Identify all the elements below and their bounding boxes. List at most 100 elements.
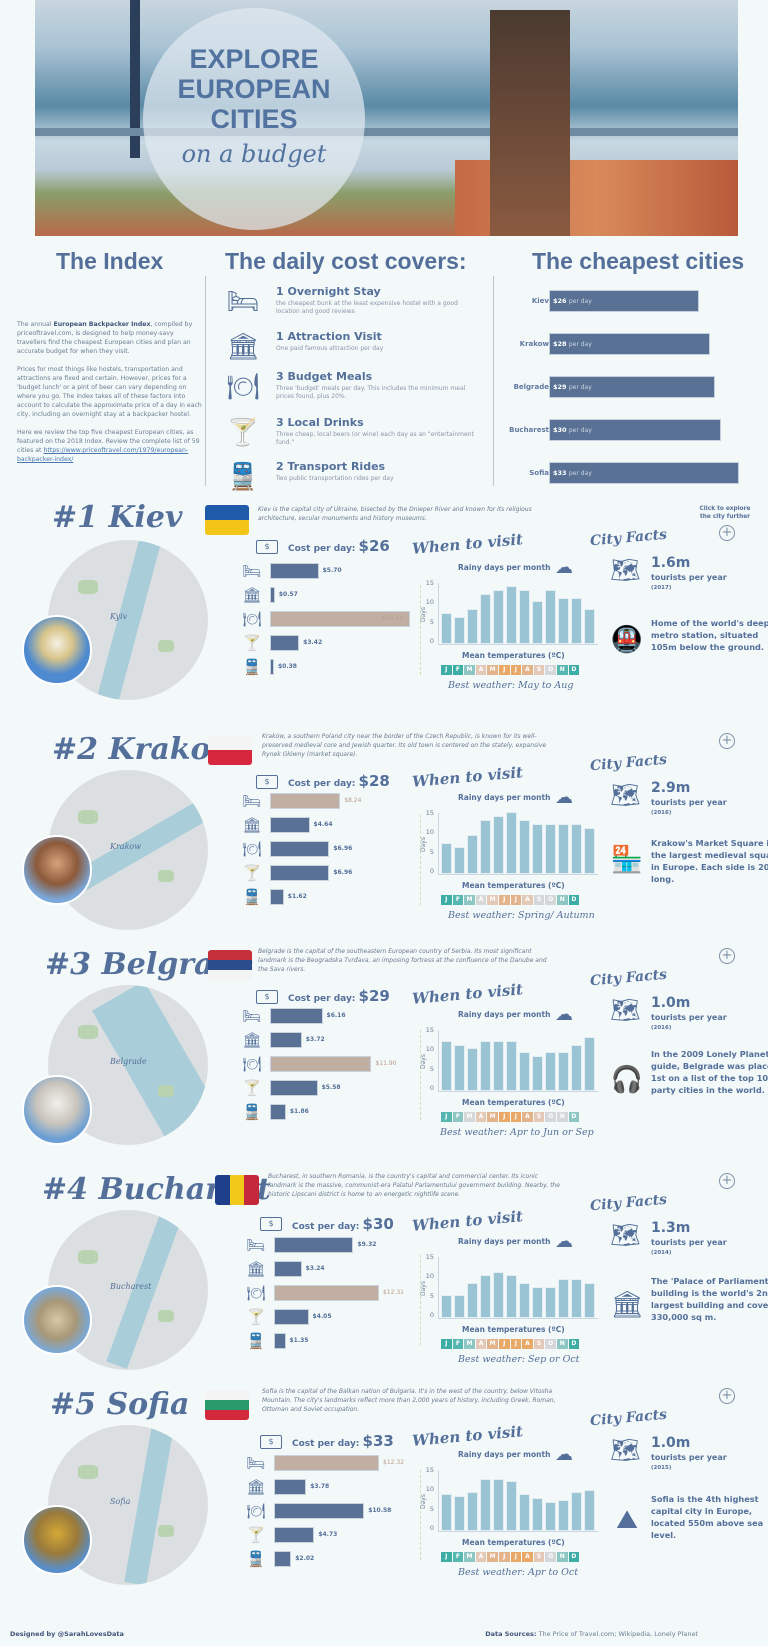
rain-bar[interactable] (480, 1275, 491, 1318)
rain-bar[interactable] (519, 819, 530, 874)
rain-bar[interactable] (571, 597, 582, 644)
cost-bar-row[interactable]: 🍽 $16.42 (242, 610, 462, 628)
rain-bar[interactable] (545, 1501, 556, 1531)
rain-bar[interactable] (467, 1492, 478, 1531)
cheapest-row-belgrade[interactable]: Belgrade $29 per day (490, 376, 750, 400)
rain-bar[interactable] (532, 1498, 543, 1531)
rain-bar[interactable] (480, 819, 491, 874)
cost-bar-row[interactable]: 🍽 $12.31 (246, 1284, 466, 1302)
cost-bar-row[interactable]: 🏛 $0.57 (242, 586, 462, 604)
cost-bar-row[interactable]: 🛏 $6.16 (242, 1007, 462, 1025)
rain-bar[interactable] (493, 815, 504, 874)
rain-bar[interactable] (558, 597, 569, 644)
rain-bar[interactable] (441, 843, 452, 874)
cost-bar-row[interactable]: 🍸 $4.05 (246, 1308, 466, 1326)
rain-bar[interactable] (532, 1056, 543, 1091)
per-day-label: per day (568, 384, 592, 391)
rain-bar[interactable] (493, 1040, 504, 1091)
cost-bar-row[interactable]: 🛏 $5.70 (242, 562, 462, 580)
rain-bar[interactable] (584, 827, 595, 874)
cost-bar-row[interactable]: 🏛 $3.72 (242, 1031, 462, 1049)
rain-bar[interactable] (467, 1048, 478, 1091)
rain-bar[interactable] (480, 1040, 491, 1091)
rain-bar[interactable] (454, 616, 465, 644)
rain-bar[interactable] (519, 1283, 530, 1318)
cost-bar-row[interactable]: 🍽 $10.58 (246, 1502, 466, 1520)
rain-bar[interactable] (493, 1478, 504, 1531)
cost-bar-row[interactable]: 🚆 $1.35 (246, 1332, 466, 1350)
cost-bar-row[interactable]: 🏛 $4.64 (242, 816, 462, 834)
rain-bar[interactable] (519, 1052, 530, 1091)
cheapest-row-kiev[interactable]: Kiev $26 per day (490, 290, 750, 314)
rain-bar[interactable] (467, 835, 478, 874)
rain-bar[interactable] (584, 609, 595, 644)
rain-bar[interactable] (584, 1490, 595, 1531)
cost-bar-row[interactable]: 🍸 $5.58 (242, 1079, 462, 1097)
rain-bar[interactable] (454, 1044, 465, 1091)
rain-bar[interactable] (545, 589, 556, 644)
rain-bar[interactable] (454, 1496, 465, 1531)
expand-city-button[interactable]: + (719, 1173, 735, 1189)
cheapest-row-sofia[interactable]: Sofia $33 per day (490, 462, 750, 486)
rain-bar[interactable] (532, 601, 543, 644)
y-axis-label: Days (419, 1054, 427, 1069)
cost-bar-row[interactable]: 🛏 $9.32 (246, 1236, 466, 1254)
rain-bar[interactable] (571, 1044, 582, 1091)
cost-bar-row[interactable]: 🍽 $6.96 (242, 840, 462, 858)
rain-bar[interactable] (506, 1040, 517, 1091)
rain-bar[interactable] (454, 846, 465, 874)
rain-bar[interactable] (441, 1494, 452, 1531)
cost-bar-row[interactable]: 🚆 $2.02 (246, 1550, 466, 1568)
cheapest-row-bucharest[interactable]: Bucharest $30 per day (490, 419, 750, 443)
rain-bar[interactable] (480, 1478, 491, 1531)
expand-city-button[interactable]: + (719, 948, 735, 964)
cost-bar-row[interactable]: 🍸 $3.42 (242, 634, 462, 652)
rain-bar[interactable] (584, 1283, 595, 1318)
cost-bar-row[interactable]: 🛏 $8.24 (242, 792, 462, 810)
rain-bar[interactable] (532, 1287, 543, 1318)
rain-bar[interactable] (506, 1480, 517, 1531)
rain-bar[interactable] (467, 1283, 478, 1318)
rain-bar[interactable] (506, 585, 517, 644)
cost-bar-row[interactable]: 🚆 $1.86 (242, 1103, 462, 1121)
expand-city-button[interactable]: + (719, 1388, 735, 1404)
index-link[interactable]: https://www.priceoftravel.com/1979/europ… (17, 447, 189, 463)
rain-bar[interactable] (571, 1492, 582, 1531)
cost-bar-row[interactable]: 🚆 $1.62 (242, 888, 462, 906)
rain-bar[interactable] (519, 589, 530, 644)
rain-bar[interactable] (441, 1040, 452, 1091)
cost-bar-row[interactable]: 🍽 $11.90 (242, 1055, 462, 1073)
rain-bar[interactable] (467, 609, 478, 644)
rain-bar[interactable] (558, 1052, 569, 1091)
cheapest-row-krakow[interactable]: Krakow $28 per day (490, 333, 750, 357)
cost-bar-row[interactable]: 🏛 $3.24 (246, 1260, 466, 1278)
rain-bar[interactable] (545, 1287, 556, 1318)
rain-bar[interactable] (519, 1494, 530, 1531)
rain-bar[interactable] (441, 1294, 452, 1318)
rain-bar[interactable] (506, 1275, 517, 1318)
rain-bar[interactable] (545, 823, 556, 874)
rain-bar[interactable] (584, 1036, 595, 1091)
rain-bar[interactable] (493, 589, 504, 644)
cost-bar-row[interactable]: 🍸 $4.73 (246, 1526, 466, 1544)
rain-bar[interactable] (506, 812, 517, 874)
museum-icon: 🏛 (242, 586, 262, 604)
rain-bar[interactable] (571, 1279, 582, 1318)
rain-bar[interactable] (545, 1052, 556, 1091)
rain-bar[interactable] (454, 1294, 465, 1318)
rain-bar[interactable] (558, 1500, 569, 1531)
cost-bar-row[interactable]: 🏛 $3.78 (246, 1478, 466, 1496)
rain-bar[interactable] (480, 593, 491, 644)
expand-city-button[interactable]: + (719, 733, 735, 749)
expand-city-button[interactable]: + (719, 525, 735, 541)
rain-bar[interactable] (558, 823, 569, 874)
cover-item-transport: 🚆 2 Transport Rides Two public transport… (226, 460, 476, 500)
rain-bar[interactable] (493, 1271, 504, 1318)
rain-bar[interactable] (558, 1279, 569, 1318)
cost-bar-row[interactable]: 🛏 $12.32 (246, 1454, 466, 1472)
rain-bar[interactable] (441, 613, 452, 644)
cost-bar-row[interactable]: 🚆 $0.38 (242, 658, 462, 676)
cost-bar-row[interactable]: 🍸 $6.96 (242, 864, 462, 882)
rain-bar[interactable] (571, 823, 582, 874)
rain-bar[interactable] (532, 823, 543, 874)
